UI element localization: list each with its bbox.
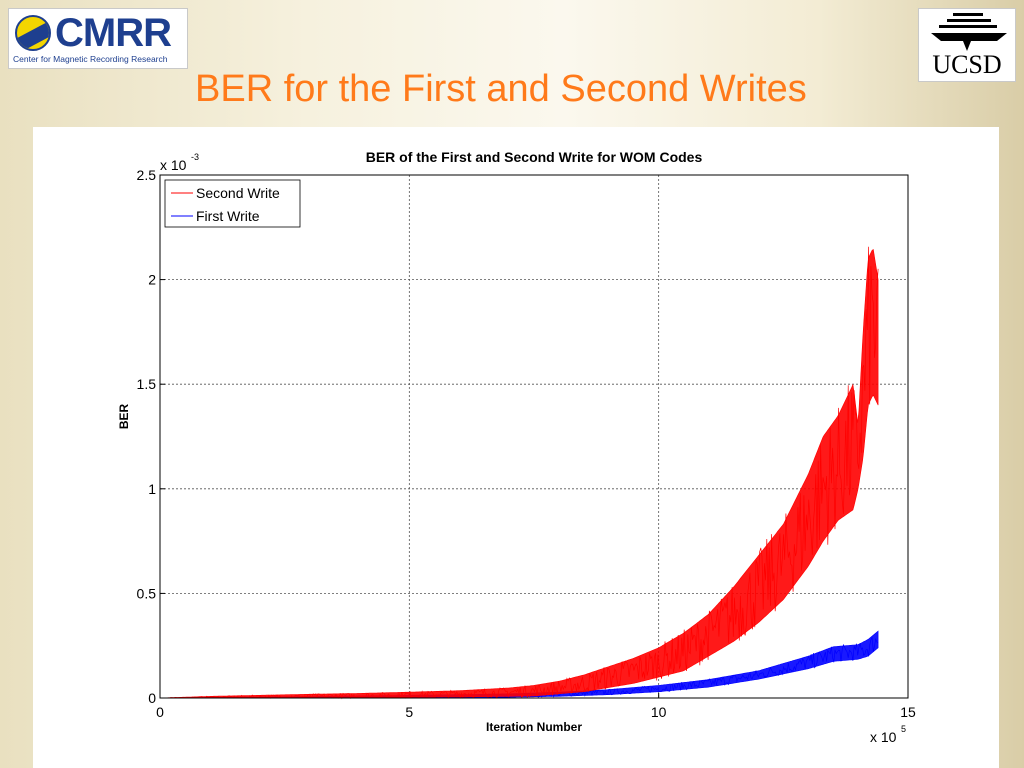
x-tick-label: 0 xyxy=(156,704,164,720)
cmrr-logo-subtitle: Center for Magnetic Recording Research xyxy=(13,54,168,64)
y-axis-label: BER xyxy=(117,404,131,430)
y-tick-label: 2.5 xyxy=(137,167,157,183)
x-axis-label: Iteration Number xyxy=(486,720,582,734)
y-tick-label: 0 xyxy=(148,690,156,706)
chart: 0 5 10 15 0 0.5 1 1.5 2 2.5 BER of the First and S… xyxy=(117,149,916,745)
cmrr-logo: CMRR Center for Magnetic Recording Resea… xyxy=(8,8,188,69)
legend-box xyxy=(164,179,301,228)
y-multiplier: x 10 xyxy=(160,157,187,173)
y-tick-label: 1 xyxy=(148,481,156,497)
x-multiplier-exponent: 5 xyxy=(901,724,906,734)
series-line-second-write xyxy=(160,246,879,700)
ucsd-logo-name: UCSD xyxy=(932,50,1002,79)
cmrr-logo-name: CMRR xyxy=(55,11,172,55)
x-tick-label: 15 xyxy=(900,704,916,720)
x-tick-label: 5 xyxy=(405,704,413,720)
slide-title: BER for the First and Second Writes xyxy=(195,68,807,110)
cmrr-emblem-icon xyxy=(15,15,51,51)
y-tick-label: 2 xyxy=(148,272,156,288)
x-tick-label: 10 xyxy=(651,704,667,720)
chart-title: BER of the First and Second Write for WO… xyxy=(366,149,703,165)
legend-label: Second Write xyxy=(196,185,280,201)
chart-figure: 0 5 10 15 0 0.5 1 1.5 2 2.5 BER of the First and S… xyxy=(33,127,999,768)
y-tick-label: 0.5 xyxy=(137,585,157,601)
y-tick-label: 1.5 xyxy=(137,376,157,392)
ucsd-ship-icon xyxy=(931,13,1007,51)
axes-box xyxy=(159,174,909,699)
y-multiplier-exponent: -3 xyxy=(191,152,199,162)
x-multiplier: x 10 xyxy=(870,729,897,745)
ucsd-logo: UCSD xyxy=(918,8,1016,82)
plot-area xyxy=(160,175,908,698)
series-band-second-write xyxy=(160,248,879,699)
legend-label: First Write xyxy=(196,208,260,224)
